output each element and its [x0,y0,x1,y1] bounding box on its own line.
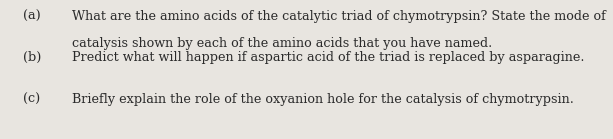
Text: Predict what will happen if aspartic acid of the triad is replaced by asparagine: Predict what will happen if aspartic aci… [72,51,585,64]
Text: (a): (a) [23,10,41,23]
Text: What are the amino acids of the catalytic triad of chymotrypsin? State the mode : What are the amino acids of the catalyti… [72,10,606,23]
Text: catalysis shown by each of the amino acids that you have named.: catalysis shown by each of the amino aci… [72,37,493,50]
Text: (c): (c) [23,93,40,106]
Text: Briefly explain the role of the oxyanion hole for the catalysis of chymotrypsin.: Briefly explain the role of the oxyanion… [72,93,574,106]
Text: (b): (b) [23,51,42,64]
